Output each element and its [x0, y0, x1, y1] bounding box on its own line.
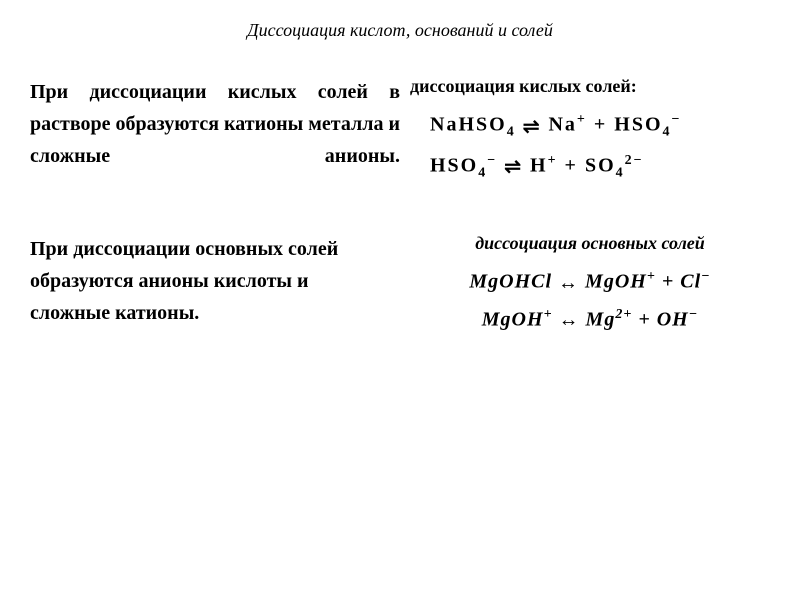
eq2-sup2: + — [548, 153, 558, 168]
eq1-sub2: 4 — [663, 125, 672, 140]
eq4-r1: Mg — [586, 309, 616, 331]
eq1-sup2: − — [672, 112, 682, 127]
eq1-arrow: ⇌ — [523, 114, 542, 139]
eq4-sup2: 2+ — [615, 307, 632, 322]
eq3-left: MgOHCl — [469, 271, 558, 293]
eq1-r2: HSO — [614, 114, 662, 136]
eq4-r2: OH — [657, 309, 689, 331]
equation-nahso4: NaHSO4 ⇌ Na+ + HSO4− — [410, 112, 770, 141]
page-title: Диссоциация кислот, оснований и солей — [30, 20, 770, 41]
formula-block-basic: диссоциация основных солей MgOHCl ↔ MgOH… — [400, 233, 770, 344]
eq4-sup3: − — [689, 307, 698, 322]
section-basic-salts: При диссоциации основных солей образуютс… — [30, 233, 770, 344]
equation-mgoh: MgOH+ ↔ Mg2+ + OH− — [410, 307, 770, 333]
eq3-sup1: + — [647, 269, 656, 284]
section-acidic-salts: При диссоциации кислых солей в растворе … — [30, 76, 770, 193]
eq3-r2: Cl — [680, 271, 701, 293]
eq1-r1: Na — [548, 114, 576, 136]
text-acidic-salts: При диссоциации кислых солей в растворе … — [30, 76, 400, 172]
formula-block-acidic: диссоциация кислых солей: NaHSO4 ⇌ Na+ +… — [400, 76, 770, 193]
equation-mgohcl: MgOHCl ↔ MgOH+ + Cl− — [410, 269, 770, 295]
text-basic-salts: При диссоциации основных солей образуютс… — [30, 233, 400, 329]
eq2-r2: SO — [585, 154, 616, 176]
eq2-sub2: 4 — [616, 165, 625, 180]
heading-basic: диссоциация основных солей — [410, 233, 770, 254]
eq2-sup3: 2− — [625, 153, 644, 168]
eq4-arrow: ↔ — [559, 309, 580, 332]
eq4-sup1: + — [544, 307, 553, 322]
eq2-sub1: 4 — [478, 165, 487, 180]
eq1-sub1: 4 — [507, 125, 516, 140]
eq4-left: MgOH — [482, 309, 544, 331]
equation-hso4: HSO4− ⇌ H+ + SO42− — [410, 153, 770, 182]
eq3-arrow: ↔ — [558, 272, 579, 295]
eq1-plus: + — [594, 114, 614, 136]
eq4-plus: + — [638, 309, 656, 331]
eq2-left: HSO — [430, 154, 478, 176]
eq3-sup2: − — [701, 269, 710, 284]
eq1-left: NaHSO — [430, 114, 507, 136]
eq2-r1: H — [530, 154, 548, 176]
eq2-plus: + — [565, 154, 585, 176]
eq2-arrow: ⇌ — [504, 154, 523, 179]
eq3-plus: + — [662, 271, 680, 293]
heading-acidic: диссоциация кислых солей: — [410, 76, 770, 97]
eq3-r1: MgOH — [585, 271, 647, 293]
eq1-sup1: + — [577, 112, 587, 127]
eq2-sup1: − — [487, 153, 497, 168]
